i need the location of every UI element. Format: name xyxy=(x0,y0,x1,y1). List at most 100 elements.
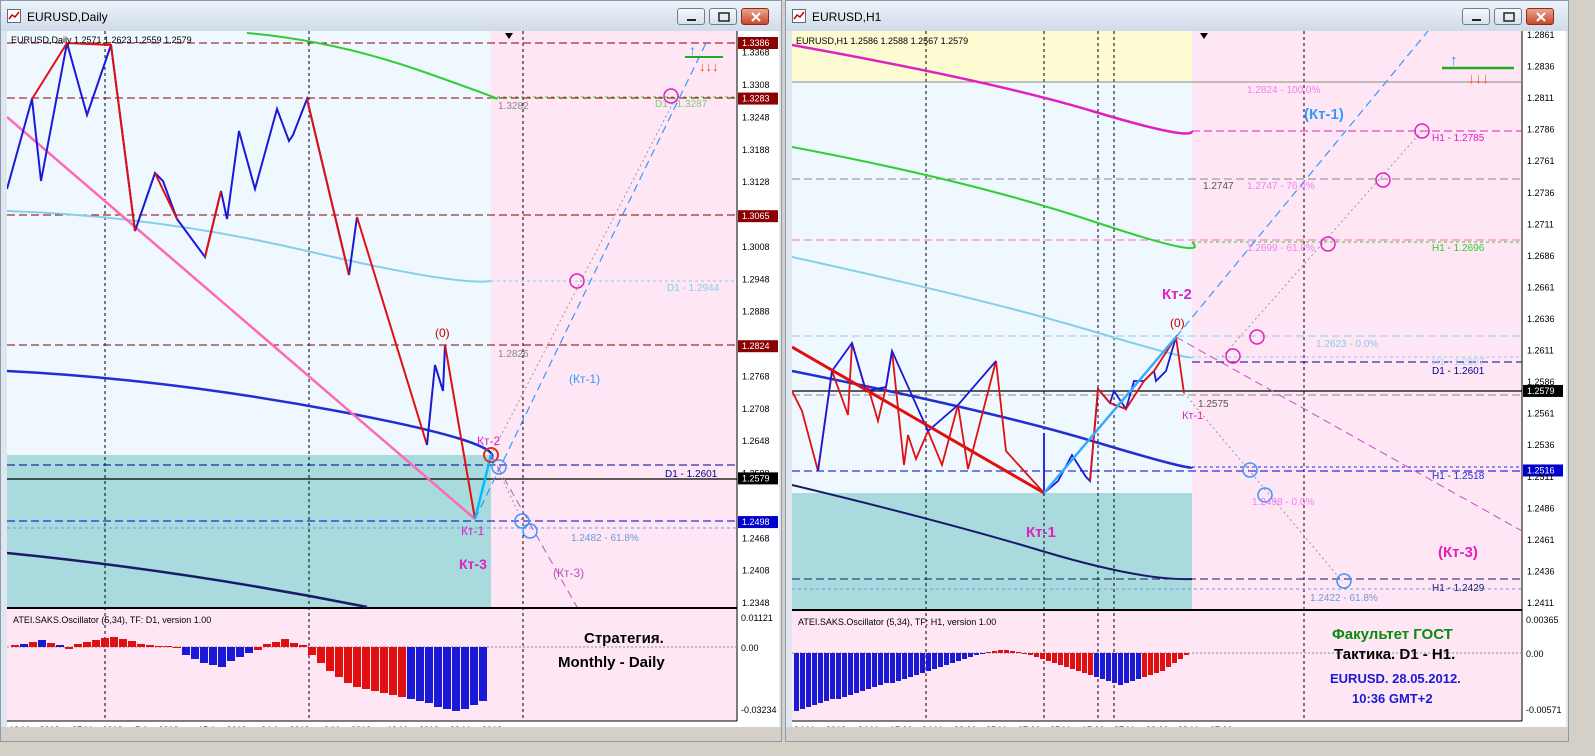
price-label: 1.2461 xyxy=(1527,535,1555,545)
minimize-button[interactable] xyxy=(1462,8,1490,25)
symbol-info: EURUSD,H1 1.2586 1.2588 1.2567 1.2579 xyxy=(796,36,968,46)
price-axis xyxy=(737,31,779,721)
oscillator-bar xyxy=(1184,653,1189,655)
svg-text:H1 - 1.2429: H1 - 1.2429 xyxy=(1432,583,1485,594)
price-label: 1.2786 xyxy=(1527,125,1555,135)
h1-chart[interactable]: ↑ ↓↓↓ EURUSD,H1 1.2586 1.2588 1.2567 1.2… xyxy=(792,31,1566,739)
oscillator-bar xyxy=(818,653,823,703)
svg-text:1.2824 - 100.0%: 1.2824 - 100.0% xyxy=(1247,85,1320,96)
maximize-button[interactable] xyxy=(709,8,737,25)
svg-text:(Кт-3): (Кт-3) xyxy=(553,566,584,580)
oscillator-bar xyxy=(914,653,919,675)
oscillator-bar xyxy=(1034,653,1039,657)
oscillator-bar xyxy=(182,647,190,655)
minimize-button[interactable] xyxy=(677,8,705,25)
oscillator-bar xyxy=(1058,653,1063,665)
close-button[interactable] xyxy=(1526,8,1554,25)
price-marker xyxy=(738,210,778,223)
svg-text:1.2482 - 61.8%: 1.2482 - 61.8% xyxy=(571,533,639,544)
oscillator-bar xyxy=(92,640,100,647)
svg-text:Кт-1: Кт-1 xyxy=(461,524,484,538)
price-marker xyxy=(738,516,778,529)
chart-window-eurusd-h1[interactable]: EURUSD,H1 xyxy=(785,0,1569,742)
price-label: 1.3008 xyxy=(742,242,770,252)
oscillator-bar xyxy=(1136,653,1141,679)
daily-chart[interactable]: ↑ ↓↓↓ EURUSD,Daily 1.2571 1.2623 1.2559 … xyxy=(7,31,779,739)
oscillator-bar xyxy=(866,653,871,689)
close-button[interactable] xyxy=(741,8,769,25)
oscillator-histogram xyxy=(794,650,1189,711)
oscillator-label: ATEI.SAKS.Oscillator (5,34), TF: H1, ver… xyxy=(798,617,996,627)
oscillator-bar xyxy=(920,653,925,673)
oscillator-bar xyxy=(890,653,895,683)
svg-text:D1 - 1.2944: D1 - 1.2944 xyxy=(667,283,720,294)
svg-text:Кт-2: Кт-2 xyxy=(1162,286,1192,303)
oscillator-bar xyxy=(956,653,961,661)
price-label: 1.2636 xyxy=(1527,314,1555,324)
oscillator-bar xyxy=(461,647,469,709)
oscillator-bar xyxy=(1172,653,1177,663)
svg-text:0.01121: 0.01121 xyxy=(741,613,773,623)
oscillator-bar xyxy=(842,653,847,697)
oscillator-bar xyxy=(1094,653,1099,677)
svg-text:(Кт-3): (Кт-3) xyxy=(1438,544,1478,561)
oscillator-bar xyxy=(443,647,451,709)
price-label: 1.3188 xyxy=(742,145,770,155)
oscillator-bar xyxy=(872,653,877,687)
oscillator-bar xyxy=(272,642,280,647)
svg-text:↓↓↓: ↓↓↓ xyxy=(1468,70,1489,86)
oscillator-bar xyxy=(926,653,931,671)
price-label: 1.2579 xyxy=(1527,386,1555,396)
title-bar[interactable]: EURUSD,H1 xyxy=(786,1,1568,31)
svg-text:H1 - 1.2785: H1 - 1.2785 xyxy=(1432,133,1485,144)
oscillator-bar xyxy=(938,653,943,667)
oscillator-label: ATEI.SAKS.Oscillator (5,34), TF: D1, ver… xyxy=(13,615,211,625)
oscillator-bar xyxy=(902,653,907,679)
oscillator-bar xyxy=(335,647,343,677)
oscillator-bar xyxy=(980,653,985,654)
oscillator-bar xyxy=(380,647,388,693)
oscillator-bar xyxy=(950,653,955,663)
oscillator-bar xyxy=(173,647,181,648)
price-label: 1.2811 xyxy=(1527,93,1554,103)
oscillator-bar xyxy=(1148,653,1153,675)
oscillator-bar xyxy=(878,653,883,685)
oscillator-bar xyxy=(101,638,109,647)
caption-line-2: Тактика. D1 - H1. xyxy=(1334,646,1455,663)
oscillator-bar xyxy=(1016,652,1021,653)
status-bar xyxy=(786,727,1568,741)
svg-text:D1 - 1.2601: D1 - 1.2601 xyxy=(665,469,718,480)
oscillator-bar xyxy=(20,644,28,647)
oscillator-bar xyxy=(209,647,217,665)
svg-text:Кт-1: Кт-1 xyxy=(1026,524,1056,541)
chart-window-eurusd-daily[interactable]: EURUSD,Daily xyxy=(0,0,782,742)
maximize-icon xyxy=(1503,12,1515,22)
oscillator-bar xyxy=(56,645,64,647)
oscillator-bar xyxy=(908,653,913,677)
oscillator-bar xyxy=(425,647,433,703)
svg-text:(Кт-1): (Кт-1) xyxy=(569,372,600,386)
price-marker xyxy=(738,92,778,105)
title-bar[interactable]: EURUSD,Daily xyxy=(1,1,781,31)
oscillator-bar xyxy=(1124,653,1129,683)
oscillator-bar xyxy=(254,647,262,650)
oscillator-bar xyxy=(992,651,997,653)
svg-text:1.2826: 1.2826 xyxy=(498,349,529,360)
oscillator-bar xyxy=(434,647,442,707)
svg-text:1.2747: 1.2747 xyxy=(1203,181,1234,192)
price-marker xyxy=(1523,464,1563,477)
oscillator-bar xyxy=(998,650,1003,653)
price-axis xyxy=(1522,31,1566,721)
maximize-button[interactable] xyxy=(1494,8,1522,25)
svg-text:(0): (0) xyxy=(1170,316,1185,330)
oscillator-bar xyxy=(407,647,415,699)
oscillator-bar xyxy=(794,653,799,711)
price-label: 1.2711 xyxy=(1527,219,1554,229)
price-label: 1.2661 xyxy=(1527,282,1555,292)
svg-text:0.00365: 0.00365 xyxy=(1526,615,1559,625)
maximize-icon xyxy=(718,12,730,22)
oscillator-bar xyxy=(800,653,805,709)
price-label: 1.2888 xyxy=(742,307,770,317)
oscillator-bar xyxy=(191,647,199,659)
oscillator-bar xyxy=(281,639,289,647)
